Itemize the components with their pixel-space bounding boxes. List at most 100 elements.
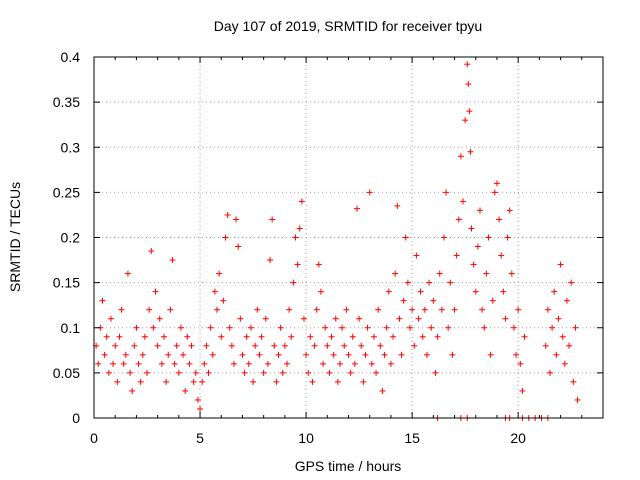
- data-point: [154, 342, 161, 349]
- data-point: [472, 288, 479, 295]
- data-point: [430, 297, 437, 304]
- data-point: [190, 378, 197, 385]
- data-point: [455, 216, 462, 223]
- data-point: [271, 342, 278, 349]
- data-point: [269, 216, 276, 223]
- data-point: [337, 360, 344, 367]
- data-point: [462, 117, 469, 124]
- data-point: [487, 351, 494, 358]
- data-point: [443, 189, 450, 196]
- data-point: [120, 360, 127, 367]
- data-point: [214, 306, 221, 313]
- data-point: [171, 360, 178, 367]
- data-point: [317, 288, 324, 295]
- data-point: [103, 333, 110, 340]
- y-tick-label: 0.4: [61, 49, 81, 65]
- data-point: [322, 324, 329, 331]
- data-point: [283, 360, 290, 367]
- data-point: [127, 369, 134, 376]
- data-point: [220, 297, 227, 304]
- data-point: [222, 234, 229, 241]
- data-point: [330, 351, 337, 358]
- data-point: [542, 342, 549, 349]
- data-point: [373, 369, 380, 376]
- data-point: [407, 324, 414, 331]
- data-point: [428, 324, 435, 331]
- y-tick-label: 0.2: [61, 230, 81, 246]
- data-point: [451, 306, 458, 313]
- data-point: [368, 360, 375, 367]
- data-point: [432, 369, 439, 376]
- data-point: [351, 360, 358, 367]
- data-point: [370, 333, 377, 340]
- data-point: [415, 315, 422, 322]
- data-point: [135, 360, 142, 367]
- data-point: [347, 369, 354, 376]
- data-point: [404, 279, 411, 286]
- data-point: [572, 324, 579, 331]
- data-point: [392, 270, 399, 277]
- data-point: [398, 351, 405, 358]
- data-point: [570, 378, 577, 385]
- data-point: [551, 288, 558, 295]
- data-point: [561, 360, 568, 367]
- data-point: [224, 211, 231, 218]
- data-point: [137, 378, 144, 385]
- data-point: [426, 279, 433, 286]
- data-point: [513, 351, 520, 358]
- data-point: [307, 333, 314, 340]
- data-point: [364, 324, 371, 331]
- data-point: [447, 279, 454, 286]
- data-point: [517, 360, 524, 367]
- data-point: [146, 306, 153, 313]
- data-point: [544, 306, 551, 313]
- data-point: [521, 333, 528, 340]
- data-point: [150, 324, 157, 331]
- data-point: [192, 369, 199, 376]
- data-point: [133, 324, 140, 331]
- data-point: [298, 198, 305, 205]
- data-point: [118, 306, 125, 313]
- data-point: [237, 315, 244, 322]
- data-point: [457, 153, 464, 160]
- data-point: [476, 207, 483, 214]
- axis-ticks: [93, 56, 603, 419]
- data-point: [290, 279, 297, 286]
- data-point: [139, 351, 146, 358]
- data-point: [226, 324, 233, 331]
- data-point: [186, 360, 193, 367]
- data-point: [349, 333, 356, 340]
- data-point: [341, 342, 348, 349]
- data-point: [332, 315, 339, 322]
- data-point: [107, 315, 114, 322]
- data-point: [101, 351, 108, 358]
- data-point: [292, 234, 299, 241]
- data-point: [324, 342, 331, 349]
- data-point: [194, 396, 201, 403]
- y-tick-label: 0.25: [53, 184, 80, 200]
- data-point: [294, 261, 301, 268]
- data-point: [557, 261, 564, 268]
- data-point: [288, 333, 295, 340]
- data-point: [400, 297, 407, 304]
- data-point: [252, 342, 259, 349]
- data-point: [453, 252, 460, 259]
- data-point: [247, 324, 254, 331]
- data-point: [156, 315, 163, 322]
- data-point: [228, 342, 235, 349]
- data-point: [481, 324, 488, 331]
- data-point: [218, 333, 225, 340]
- data-point: [381, 351, 388, 358]
- data-point: [468, 225, 475, 232]
- data-point: [158, 360, 165, 367]
- data-point: [207, 324, 214, 331]
- data-point: [555, 315, 562, 322]
- data-point: [243, 333, 250, 340]
- data-point: [440, 234, 447, 241]
- data-point: [334, 378, 341, 385]
- data-point: [508, 270, 515, 277]
- data-point: [99, 297, 106, 304]
- data-point: [264, 360, 271, 367]
- data-point: [366, 189, 373, 196]
